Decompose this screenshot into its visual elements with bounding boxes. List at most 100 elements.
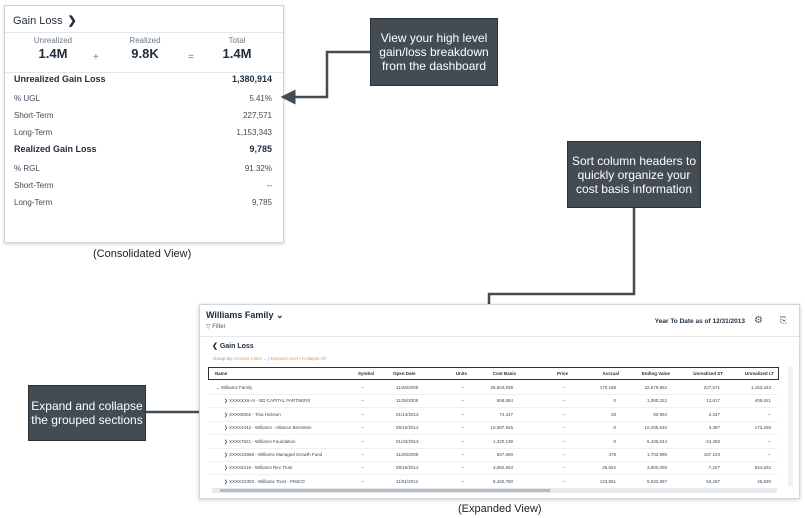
column-header-price[interactable]: Price [556, 371, 568, 376]
summary-label: Unrealized [33, 36, 73, 45]
group-by-account-class[interactable]: Account Class [233, 356, 262, 361]
row-name: ❯ XXXX7621 - Williams Foundation [224, 439, 296, 445]
summary-unrealized: Unrealized 1.4M [13, 36, 93, 61]
group-by-label: Group By [213, 356, 233, 361]
cell-unrealized-st: 187,223 [703, 452, 720, 457]
table-row[interactable]: ❯ XXXX4442 - Williams - Alliance Bernste… [210, 422, 777, 436]
column-header-unrealized-lt[interactable]: Unrealized LT [744, 371, 774, 376]
vertical-scrollbar[interactable] [788, 367, 793, 487]
filter-button[interactable]: ▽ Filter [206, 323, 226, 330]
filter-icon: ▽ [206, 324, 211, 330]
callout-text: Sort column headers to quickly organize … [571, 153, 697, 196]
table-header: Name Symbol Open Date Units Cost Basis P… [208, 367, 779, 380]
rgl-percent-row: % RGL 91.32% [14, 164, 272, 173]
gain-loss-title-link[interactable]: Gain Loss ❯ [13, 14, 77, 28]
consolidated-view-caption: (Consolidated View) [93, 248, 192, 260]
cell-ending-value: 3,600,059 [646, 465, 667, 471]
chevron-right-icon[interactable]: ❯ [224, 411, 230, 417]
row-label: % UGL [14, 94, 40, 103]
cell-accrual: 170,188 [599, 385, 616, 390]
row-name: ❯ XXXX6002 - Tina Hickson [224, 412, 281, 418]
cell-price: -- [562, 411, 565, 417]
table-row[interactable]: ❯ XXXXX2968 - Williams Managed Growth Fu… [210, 449, 777, 462]
date-range-label: Year To Date as of 12/31/2013 [654, 318, 745, 325]
column-header-cost-basis[interactable]: Cost Basis [492, 371, 516, 376]
separator: • [299, 356, 301, 361]
cell-cost-basis: 847,690 [496, 452, 513, 457]
cell-open-date: 11/01/2012 [396, 478, 419, 484]
chevron-right-icon[interactable]: ❯ [224, 478, 230, 484]
chevron-right-icon[interactable]: ❯ [224, 398, 230, 404]
unrealized-long-term-row: Long-Term 1,153,343 [14, 128, 272, 137]
row-name: ❯ XXXXX2303 - Williams Trust - PIMCO [224, 479, 305, 485]
table-row[interactable]: ❯ XXXX6002 - Tina Hickson -- 01/14/2013 -- 7… [210, 409, 777, 422]
cell-symbol: -- [361, 425, 364, 431]
card-title: Gain Loss [13, 14, 63, 27]
scrollbar-thumb[interactable] [220, 489, 550, 492]
row-name: ❯ XXXX5416 - Williams Rev Trust [224, 465, 292, 471]
row-label: Short-Term [14, 181, 54, 190]
horizontal-scrollbar[interactable] [212, 488, 777, 493]
row-label: Realized Gain Loss [14, 144, 97, 154]
cell-cost-basis: 9,432,780 [492, 478, 513, 484]
cell-unrealized-st: -24,283 [704, 438, 720, 444]
unrealized-short-term-row: Short-Term 227,571 [14, 111, 272, 120]
consolidated-gain-loss-card: Gain Loss ❯ Unrealized 1.4M + Realized 9… [4, 5, 284, 243]
cell-unrealized-st: -7,227 [707, 465, 720, 471]
cell-unrealized-st: 227,571 [703, 385, 720, 390]
table-row[interactable]: ❯ XXXXXX6-AI - BD CAPITAL PARTNERS -- 11/2… [210, 395, 777, 409]
cell-accrual: 0 [613, 398, 616, 404]
cell-unrealized-lt: 1,153,343 [750, 385, 771, 390]
group-row[interactable]: ⌄ Williams Family -- 11/26/2008 -- 25,504,53… [210, 382, 777, 395]
cell-accrual: 123,861 [599, 478, 616, 484]
row-name-text: XXXXX2303 - Williams Trust - PIMCO [229, 478, 305, 484]
chevron-right-icon[interactable]: ❯ [224, 465, 230, 471]
column-header-symbol[interactable]: Symbol [358, 371, 375, 376]
row-name: ❯ XXXXX2968 - Williams Managed Growth Fu… [224, 452, 322, 458]
row-value: 5.41% [249, 94, 272, 103]
cell-unrealized-lt: 524,632 [754, 465, 771, 471]
gear-icon[interactable]: ⚙ [754, 315, 763, 326]
chevron-right-icon[interactable]: ❯ [224, 425, 230, 431]
cell-units: -- [461, 478, 464, 484]
cell-accrual: 478 [608, 452, 616, 457]
export-icon[interactable]: ⎘ [779, 315, 787, 325]
realized-long-term-row: Long-Term 9,785 [14, 198, 272, 207]
equals-operator: = [188, 52, 194, 63]
realized-short-term-row: Short-Term -- [14, 181, 272, 190]
cell-units: -- [461, 398, 464, 404]
column-header-open-date[interactable]: Open Date [393, 371, 416, 376]
chevron-right-icon[interactable]: ❯ [224, 452, 230, 457]
family-selector[interactable]: Williams Family ⌄ [206, 310, 284, 321]
chevron-right-icon[interactable]: ❯ [224, 438, 230, 444]
family-name: Williams Family [206, 310, 274, 320]
callout-text: Expand and collapse the grouped sections [31, 399, 143, 427]
summary-label: Total [228, 36, 246, 45]
cell-unrealized-lt: 46,820 [757, 478, 771, 484]
cell-price: -- [562, 385, 565, 390]
cell-units: -- [461, 385, 464, 390]
summary-value: 9.8K [131, 46, 159, 61]
back-to-gain-loss[interactable]: ❮ Gain Loss [212, 342, 254, 350]
column-header-accrual[interactable]: Accrual [602, 371, 619, 376]
summary-value: 1.4M [38, 46, 68, 61]
column-header-units[interactable]: Units [455, 371, 467, 376]
column-header-unrealized-st[interactable]: Unrealized ST [693, 371, 723, 376]
dashboard-callout: View your high level gain/loss breakdown… [370, 18, 498, 86]
cell-symbol: -- [361, 438, 364, 444]
chevron-down-icon[interactable]: ⌄ [216, 385, 222, 390]
column-header-ending-value[interactable]: Ending Value [641, 371, 670, 376]
cell-units: -- [461, 452, 464, 457]
cell-accrual: 0 [613, 425, 616, 431]
cell-cost-basis: 3,082,653 [492, 465, 513, 471]
column-header-name[interactable]: Name [215, 371, 228, 376]
table-row[interactable]: ❯ XXXX5416 - Williams Rev Trust -- 09/19/2… [210, 462, 777, 476]
cell-price: -- [562, 398, 565, 404]
table-row[interactable]: ❯ XXXX7621 - Williams Foundation -- 01/23/… [210, 436, 777, 449]
cell-price: -- [562, 478, 565, 484]
table-row[interactable]: ❯ XXXXX2303 - Williams Trust - PIMCO -- 11… [210, 476, 777, 489]
cell-unrealized-st: 3,397 [708, 425, 720, 431]
cell-cost-basis: 25,504,539 [490, 385, 513, 390]
expand-level-link[interactable]: Expand Level [270, 356, 298, 361]
collapse-all-link[interactable]: Collapse All [301, 356, 326, 361]
